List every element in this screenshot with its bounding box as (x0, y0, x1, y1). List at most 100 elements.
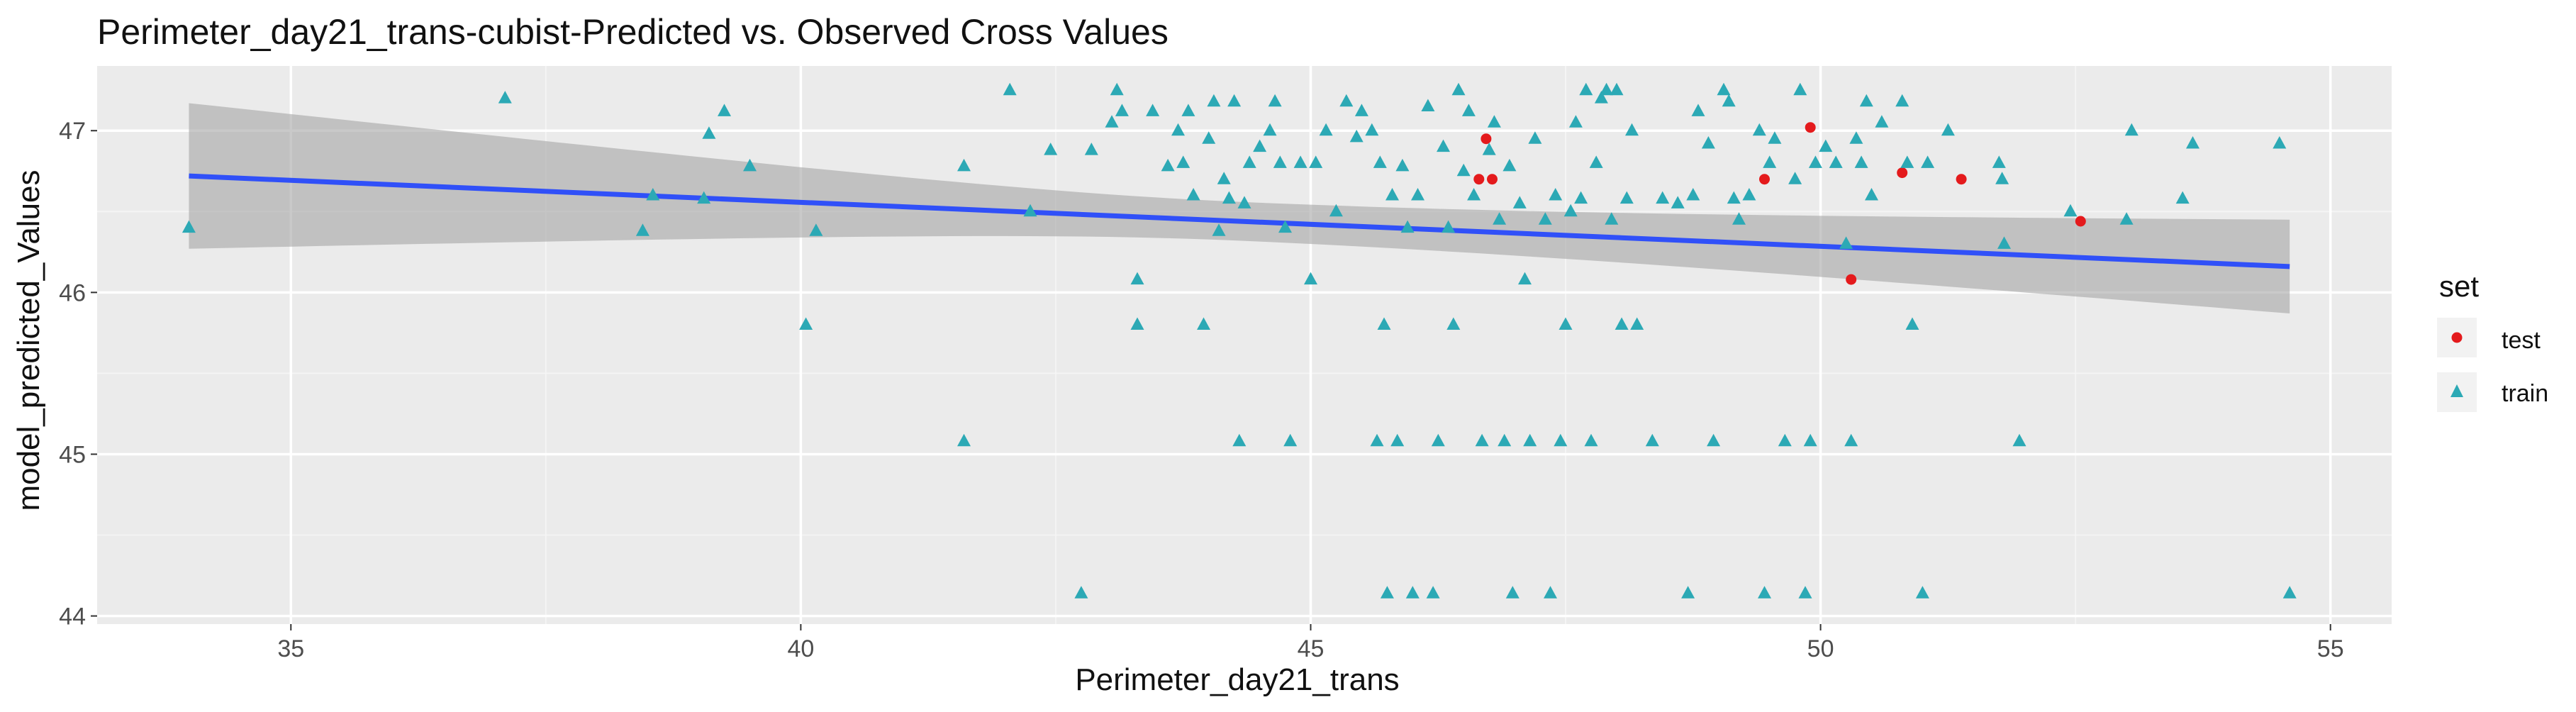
train-point (1212, 223, 1226, 236)
train-point (1568, 115, 1583, 128)
train-point (1997, 236, 2011, 249)
train-point (1370, 433, 1384, 447)
train-point (1232, 433, 1247, 447)
train-point (1584, 433, 1598, 447)
train-point (2063, 204, 2078, 217)
train-point (743, 158, 757, 172)
legend-label-train: train (2502, 380, 2548, 407)
train-point (1579, 82, 1593, 96)
train-point (1915, 586, 1929, 599)
train-point (1768, 131, 1782, 144)
train-point (1701, 136, 1715, 149)
x-tick-label: 50 (1807, 635, 1834, 662)
train-point (1482, 143, 1496, 155)
train-point (1074, 586, 1088, 599)
train-point (1411, 188, 1424, 201)
train-point (1619, 191, 1634, 204)
train-point (1161, 158, 1175, 172)
train-point (1217, 172, 1231, 184)
train-point (1732, 212, 1746, 225)
train-point (2124, 123, 2139, 136)
x-tick-label: 40 (787, 635, 814, 662)
test-point (1805, 122, 1816, 133)
train-point (1819, 139, 1833, 152)
x-tick-label: 55 (2317, 635, 2344, 662)
train-point (1992, 155, 2006, 168)
train-point (1727, 191, 1741, 204)
train-point (1044, 143, 1058, 155)
train-point (1105, 115, 1119, 128)
train-point (1431, 433, 1445, 447)
train-point (1594, 91, 1608, 104)
train-point (1758, 586, 1771, 599)
train-point (2175, 191, 2190, 204)
train-point (498, 91, 512, 104)
train-point (1691, 104, 1705, 116)
train-point (1253, 139, 1267, 152)
train-point (1319, 123, 1333, 136)
train-point (1630, 317, 1644, 330)
train-point (1502, 158, 1517, 172)
train-point (1875, 115, 1889, 128)
train-point (809, 223, 823, 236)
train-point (1615, 317, 1629, 330)
chart-title: Perimeter_day21_trans-cubist-Predicted v… (97, 12, 1169, 52)
train-point (1110, 82, 1124, 96)
train-point (1829, 155, 1843, 168)
train-point (1278, 220, 1292, 233)
train-point (1803, 433, 1817, 447)
train-point (1895, 94, 1909, 107)
train-point (1752, 123, 1766, 136)
train-point (1563, 204, 1578, 217)
train-point (1681, 586, 1695, 599)
train-point (1610, 82, 1624, 96)
train-point (1686, 188, 1700, 201)
axis-ticks-layer: 35 40 45 50 55 44 45 46 47 (59, 118, 2343, 662)
train-point (1844, 433, 1858, 447)
train-point (1181, 104, 1195, 116)
test-point (1487, 174, 1498, 185)
test-point (1956, 174, 1967, 185)
train-point (1707, 433, 1721, 447)
train-point (1349, 129, 1364, 143)
train-point (1549, 188, 1563, 201)
train-point (1788, 172, 1802, 184)
train-point (1798, 586, 1812, 599)
train-point (957, 433, 971, 447)
train-point (1605, 212, 1619, 225)
test-point (2075, 216, 2086, 227)
train-point (1003, 82, 1017, 96)
train-point (2273, 136, 2287, 149)
train-point (1446, 317, 1461, 330)
y-tick-label: 45 (59, 441, 86, 468)
train-point (1995, 172, 2009, 184)
train-point (1354, 104, 1368, 116)
train-point (1130, 272, 1144, 285)
train-point (1589, 155, 1603, 168)
train-point (1600, 82, 1614, 96)
train-point (1421, 99, 1435, 111)
train-point (1645, 433, 1659, 447)
x-tick-label: 45 (1298, 635, 1325, 662)
train-point (1442, 220, 1456, 233)
legend-key-train-triangle (2450, 384, 2463, 397)
train-point (1518, 272, 1532, 285)
y-tick-label: 46 (59, 279, 86, 306)
train-point (1854, 155, 1868, 168)
train-point (1523, 433, 1537, 447)
train-point (1339, 94, 1354, 107)
train-point (646, 188, 660, 201)
test-point (1473, 174, 1485, 185)
train-point (1717, 82, 1731, 96)
train-point (1671, 196, 1685, 208)
train-point (1146, 104, 1160, 116)
train-point (1222, 191, 1236, 204)
legend-key-test-circle (2451, 332, 2463, 343)
train-point (1505, 586, 1520, 599)
train-point (1365, 123, 1379, 136)
legend-title: set (2439, 269, 2479, 303)
train-point (1487, 115, 1501, 128)
x-tick-label: 35 (277, 635, 304, 662)
train-point (1475, 433, 1489, 447)
y-tick-label: 44 (59, 603, 86, 630)
